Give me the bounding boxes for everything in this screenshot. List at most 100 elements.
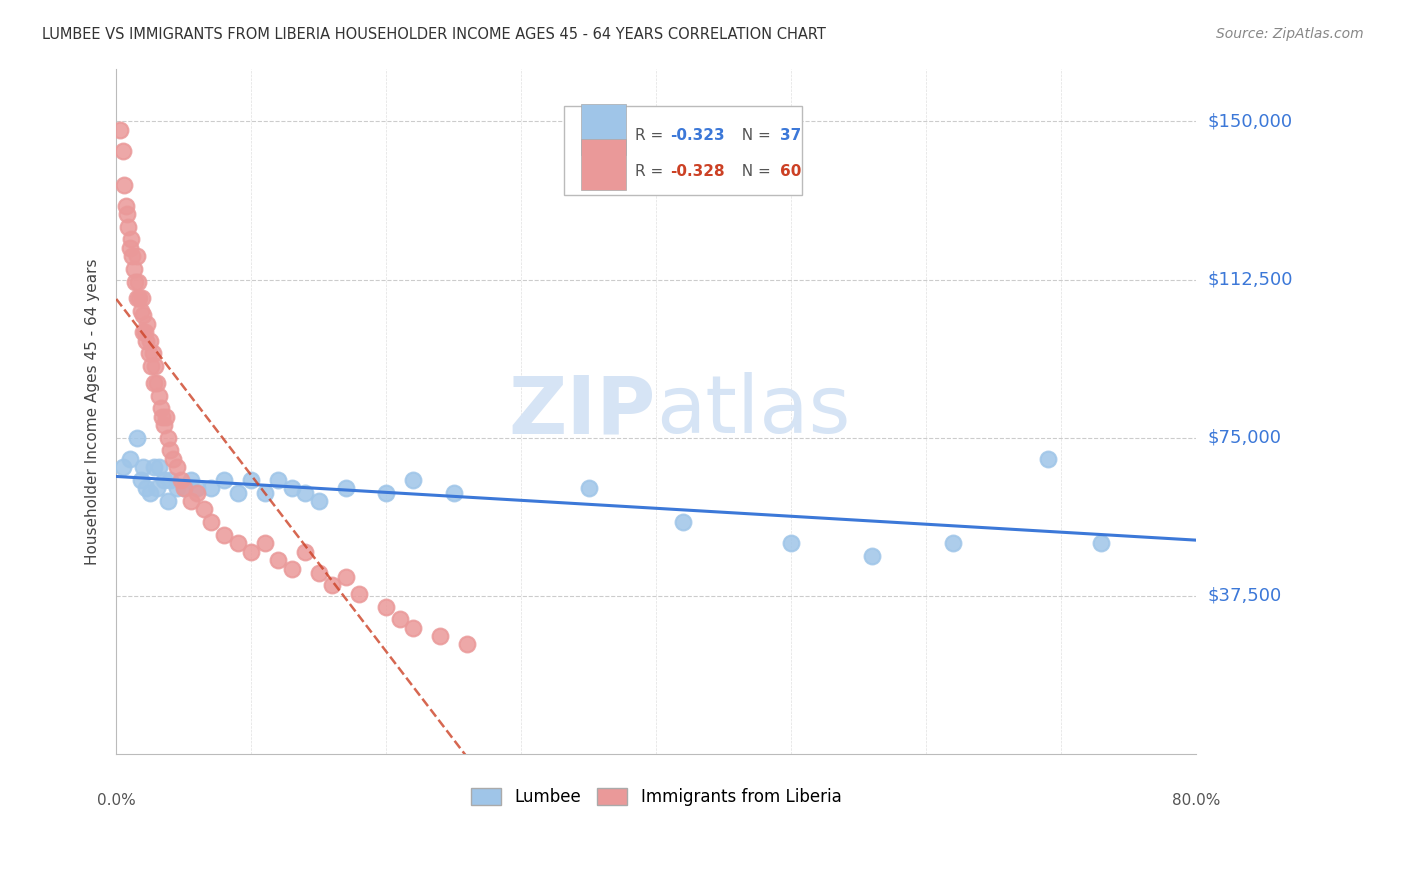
Point <box>127 275 149 289</box>
Point <box>138 346 160 360</box>
Point <box>402 473 425 487</box>
Point <box>122 262 145 277</box>
Point <box>120 232 142 246</box>
Text: 80.0%: 80.0% <box>1171 793 1220 808</box>
Point <box>143 376 166 390</box>
Text: $112,500: $112,500 <box>1208 270 1292 288</box>
Point <box>860 549 883 563</box>
Point <box>200 515 222 529</box>
Point <box>375 485 398 500</box>
Point <box>135 334 157 348</box>
Point <box>173 482 195 496</box>
Point <box>156 431 179 445</box>
Text: atlas: atlas <box>657 372 851 450</box>
Point <box>135 482 157 496</box>
Point <box>186 485 208 500</box>
Point <box>136 317 159 331</box>
Point <box>1036 451 1059 466</box>
Point <box>347 587 370 601</box>
Point <box>1090 536 1112 550</box>
Point <box>443 485 465 500</box>
Text: $75,000: $75,000 <box>1208 429 1281 447</box>
Point <box>128 292 150 306</box>
Point <box>429 629 451 643</box>
Point <box>402 621 425 635</box>
Point <box>186 482 208 496</box>
Text: R =: R = <box>634 128 668 144</box>
Point <box>321 578 343 592</box>
Point <box>166 482 188 496</box>
Point <box>115 207 138 221</box>
Point <box>253 536 276 550</box>
Point <box>121 249 143 263</box>
Text: -0.328: -0.328 <box>671 164 724 179</box>
Text: ZIP: ZIP <box>509 372 657 450</box>
Point <box>335 482 357 496</box>
Point <box>125 249 148 263</box>
Text: Source: ZipAtlas.com: Source: ZipAtlas.com <box>1216 27 1364 41</box>
Text: N =: N = <box>731 164 775 179</box>
Point <box>179 473 201 487</box>
Text: 0.0%: 0.0% <box>97 793 135 808</box>
Point <box>308 494 330 508</box>
Point <box>159 443 181 458</box>
Text: R =: R = <box>634 164 668 179</box>
Point <box>212 473 235 487</box>
Point <box>150 409 173 424</box>
Point <box>124 275 146 289</box>
Point <box>226 536 249 550</box>
Point <box>148 388 170 402</box>
Point <box>240 473 263 487</box>
Point <box>179 494 201 508</box>
Point <box>166 460 188 475</box>
Point <box>114 199 136 213</box>
Point <box>134 325 156 339</box>
Point <box>578 482 600 496</box>
Point <box>155 409 177 424</box>
Point <box>125 431 148 445</box>
Point <box>129 473 152 487</box>
Point <box>118 451 141 466</box>
Point <box>294 544 316 558</box>
Point <box>143 460 166 475</box>
Text: $150,000: $150,000 <box>1208 112 1292 130</box>
Point <box>142 346 165 360</box>
Point <box>110 122 132 136</box>
Point <box>132 460 155 475</box>
Point <box>267 473 290 487</box>
Text: $37,500: $37,500 <box>1208 587 1281 605</box>
Point <box>132 309 155 323</box>
Point <box>308 566 330 580</box>
Point <box>156 494 179 508</box>
Y-axis label: Householder Income Ages 45 - 64 years: Householder Income Ages 45 - 64 years <box>86 258 100 565</box>
Point <box>294 485 316 500</box>
Point <box>456 638 478 652</box>
Point <box>226 485 249 500</box>
Point <box>200 482 222 496</box>
Point <box>118 241 141 255</box>
Legend: Lumbee, Immigrants from Liberia: Lumbee, Immigrants from Liberia <box>463 780 849 814</box>
FancyBboxPatch shape <box>581 139 626 190</box>
Point <box>141 359 163 373</box>
FancyBboxPatch shape <box>581 103 626 154</box>
Text: N =: N = <box>731 128 775 144</box>
Point <box>145 376 167 390</box>
Point <box>335 570 357 584</box>
Text: 60: 60 <box>780 164 801 179</box>
Point <box>117 219 139 234</box>
Point <box>193 502 215 516</box>
Point <box>139 485 162 500</box>
Point <box>280 561 302 575</box>
Point <box>173 482 195 496</box>
Text: -0.323: -0.323 <box>671 128 724 144</box>
Point <box>132 325 155 339</box>
Point <box>152 473 174 487</box>
Point <box>125 292 148 306</box>
Point <box>111 460 134 475</box>
Point <box>149 401 172 416</box>
Point <box>111 144 134 158</box>
Point <box>253 485 276 500</box>
Point <box>139 334 162 348</box>
Point <box>131 292 153 306</box>
Point <box>388 612 411 626</box>
